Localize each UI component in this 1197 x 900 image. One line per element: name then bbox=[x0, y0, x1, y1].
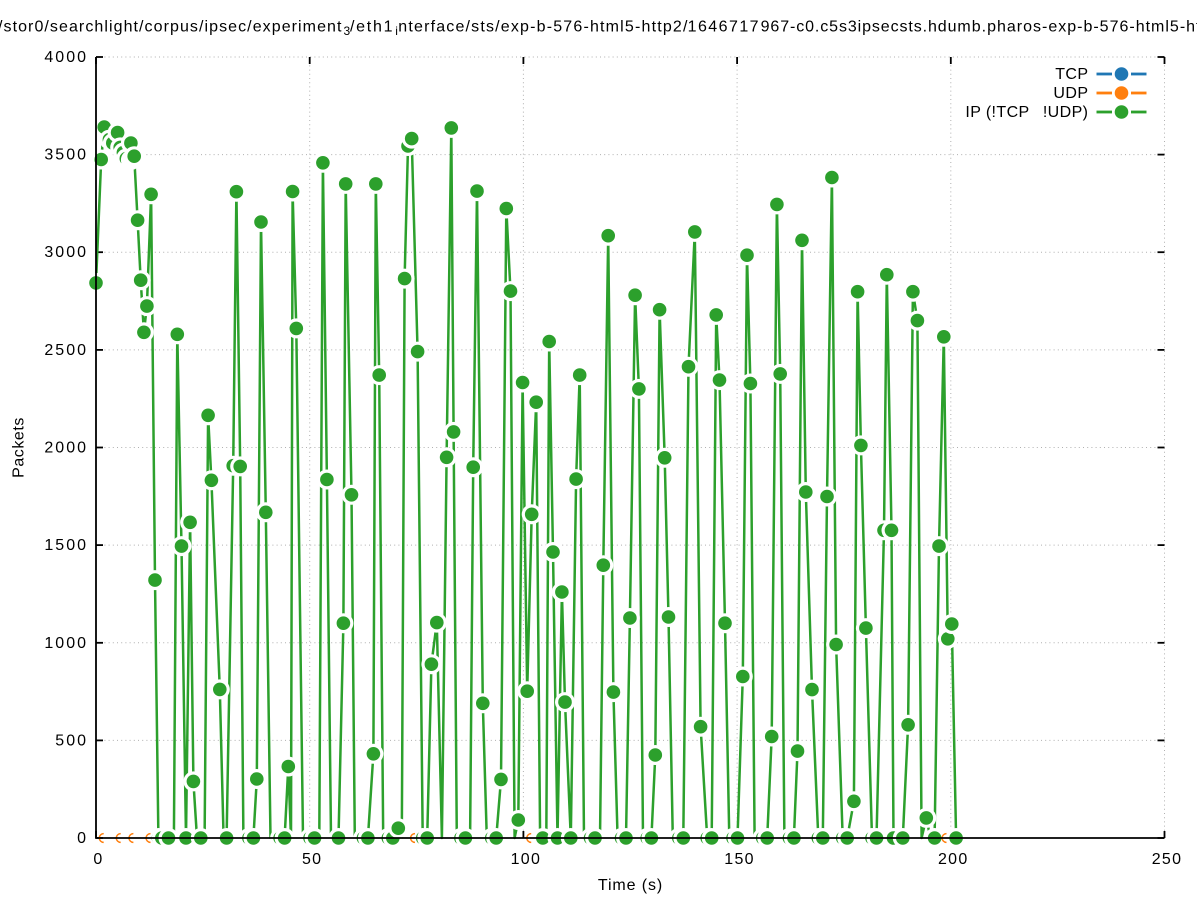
svg-text:/stor0/searchlight/corpus/ipse: /stor0/searchlight/corpus/ipsec/experime… bbox=[0, 19, 1197, 39]
svg-text:100: 100 bbox=[511, 851, 542, 868]
svg-text:IP (!TCP !UDP): IP (!TCP !UDP) bbox=[965, 104, 1088, 121]
svg-text:UDP: UDP bbox=[1053, 85, 1088, 102]
svg-text:2000: 2000 bbox=[44, 440, 88, 457]
svg-text:3500: 3500 bbox=[44, 147, 88, 164]
svg-text:Time (s): Time (s) bbox=[598, 877, 663, 894]
svg-text:150: 150 bbox=[724, 851, 755, 868]
svg-text:TCP: TCP bbox=[1055, 66, 1088, 83]
svg-text:Packets: Packets bbox=[11, 417, 28, 478]
svg-text:50: 50 bbox=[302, 851, 322, 868]
svg-text:1500: 1500 bbox=[44, 537, 88, 554]
svg-text:1000: 1000 bbox=[44, 635, 88, 652]
svg-text:200: 200 bbox=[938, 851, 969, 868]
svg-text:3000: 3000 bbox=[44, 244, 88, 261]
svg-text:0: 0 bbox=[77, 830, 88, 847]
svg-text:2500: 2500 bbox=[44, 342, 88, 359]
svg-text:250: 250 bbox=[1152, 851, 1183, 868]
svg-text:0: 0 bbox=[93, 851, 103, 868]
svg-text:500: 500 bbox=[55, 732, 88, 749]
svg-text:4000: 4000 bbox=[44, 49, 88, 66]
